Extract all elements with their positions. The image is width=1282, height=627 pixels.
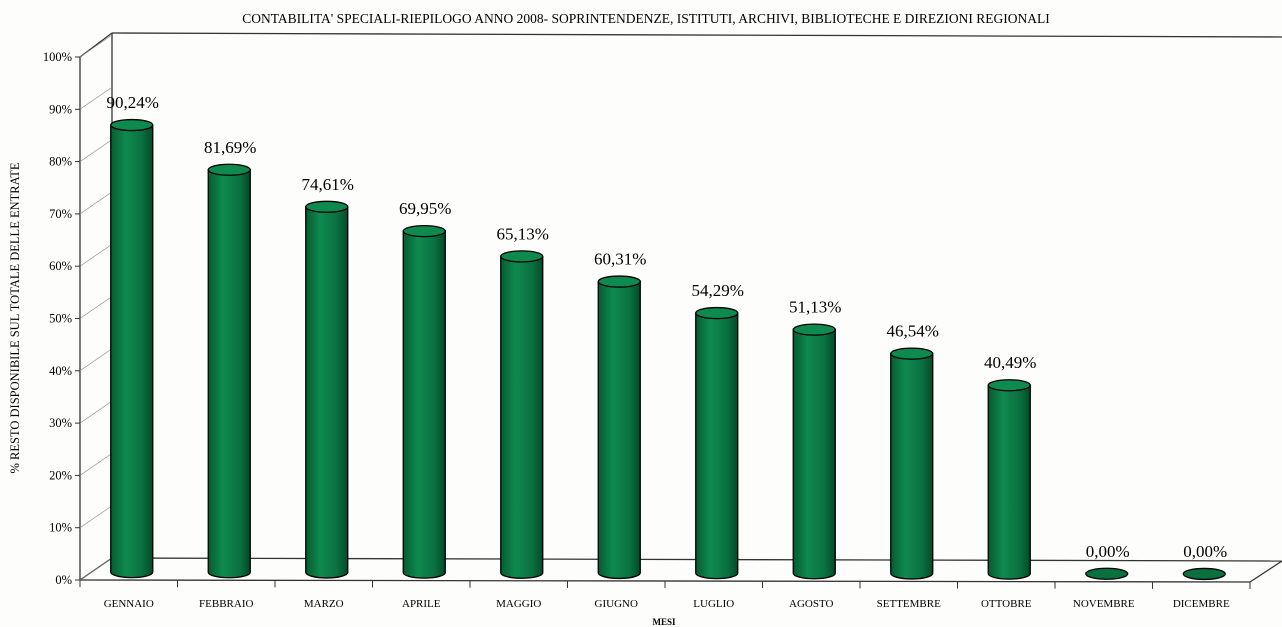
bar-marzo <box>305 200 349 579</box>
bar-body <box>500 255 544 579</box>
bar-novembre <box>1085 567 1129 580</box>
bar-body <box>987 384 1031 580</box>
bar-gennaio <box>110 118 154 579</box>
y-tick-label: 40% <box>49 364 72 378</box>
y-depth-line <box>79 505 113 528</box>
data-label-gennaio: 90,24% <box>107 93 159 112</box>
y-tick-label: 10% <box>49 521 72 535</box>
bar-maggio <box>500 250 544 579</box>
bar-febbraio <box>207 163 251 579</box>
bar-body <box>695 312 739 580</box>
data-label-febbraio: 81,69% <box>204 138 256 157</box>
y-tick-label: 0% <box>55 573 72 587</box>
data-label-luglio: 54,29% <box>692 281 744 300</box>
data-label-ottobre: 40,49% <box>984 353 1036 372</box>
x-tick-label-giugno: GIUGNO <box>595 598 638 610</box>
y-tick-label: 70% <box>49 207 72 221</box>
y-depth-line <box>79 400 113 424</box>
y-depth-line <box>79 348 113 372</box>
bar-body <box>305 206 349 579</box>
data-label-aprile: 69,95% <box>399 199 451 218</box>
y-tick-label: 80% <box>49 155 72 169</box>
bar-body <box>792 328 836 580</box>
data-label-dicembre: 0,00% <box>1183 542 1227 561</box>
y-depth-line <box>79 139 113 162</box>
bar-top <box>305 200 349 213</box>
y-depth-line <box>79 34 113 58</box>
bar-luglio <box>695 306 739 580</box>
y-tick-label: 90% <box>49 102 72 116</box>
chart-title: CONTABILITA' SPECIALI-RIEPILOGO ANNO 200… <box>242 11 1050 26</box>
x-tick-label-ottobre: OTTOBRE <box>981 598 1032 610</box>
y-depth-line <box>79 453 113 476</box>
bar-top <box>207 163 251 176</box>
category-labels-group: GENNAIO FEBBRAIO MARZO APRILE MAGGIO GIUGNO LU… <box>104 598 1230 610</box>
x-tick-label-marzo: MARZO <box>304 598 344 610</box>
y-tick-label: 60% <box>49 259 72 273</box>
y-tick-label: 100% <box>43 50 72 64</box>
bar-top <box>987 379 1031 392</box>
bar-top <box>597 275 641 288</box>
bar-disc <box>1085 567 1129 580</box>
bars-group <box>110 118 1226 581</box>
bar-settembre <box>890 347 934 580</box>
bar-top <box>402 225 446 238</box>
x-tick-label-luglio: LUGLIO <box>693 598 734 610</box>
data-label-novembre: 0,00% <box>1086 542 1130 561</box>
y-axis-title: % RESTO DISPONIBILE SUL TOTALE DELLE ENT… <box>8 162 22 473</box>
bar-body <box>110 124 154 579</box>
x-tick-label-febbraio: FEBBRAIO <box>199 598 253 610</box>
x-tick-label-novembre: NOVEMBRE <box>1073 598 1135 610</box>
bar-top <box>110 118 154 132</box>
x-tick-label-settembre: SETTEMBRE <box>877 598 941 610</box>
x-tick-label-dicembre: DICEMBRE <box>1173 598 1230 610</box>
data-label-giugno: 60,31% <box>594 250 646 269</box>
bar-disc <box>1182 567 1226 581</box>
x-tick-label-aprile: APRILE <box>402 598 441 610</box>
bar-ottobre <box>987 379 1031 580</box>
bar-body <box>207 169 251 579</box>
bar-aprile <box>402 225 446 579</box>
y-depth-line <box>79 87 113 110</box>
y-tick-label: 50% <box>49 312 72 326</box>
data-label-marzo: 74,61% <box>302 175 354 194</box>
bar-dicembre <box>1182 567 1226 581</box>
chart-axes: 0% 10% 20% 30% 40% 50% 60% 70% 80% 90% 100% <box>43 34 1251 589</box>
x-tick-label-gennaio: GENNAIO <box>104 598 154 610</box>
y-depth-line <box>79 296 113 319</box>
bar-top <box>500 250 544 263</box>
y-tick-label: 30% <box>49 416 72 430</box>
bar-agosto <box>792 323 836 580</box>
bar-giugno <box>597 275 641 580</box>
bar-top <box>695 306 739 320</box>
y-depth-line <box>79 191 113 215</box>
y-depth-line <box>79 557 113 581</box>
bar-top <box>890 347 934 360</box>
bar-body <box>402 230 446 579</box>
data-label-maggio: 65,13% <box>497 224 549 243</box>
data-label-settembre: 46,54% <box>887 322 939 341</box>
y-tick-label: 20% <box>49 468 72 482</box>
bar-body <box>597 280 641 580</box>
bar-body <box>890 352 934 580</box>
x-tick-label-agosto: AGOSTO <box>789 598 833 610</box>
x-axis-title: MESI <box>652 617 676 627</box>
bar-top <box>792 323 836 336</box>
data-label-agosto: 51,13% <box>789 298 841 317</box>
x-tick-label-maggio: MAGGIO <box>496 598 541 610</box>
data-labels-group: 90,24% 81,69% 74,61% 69,95% 65,13% 60,31% 54,2… <box>107 93 1228 561</box>
y-depth-line <box>79 243 113 267</box>
chart-frame <box>79 32 1282 583</box>
